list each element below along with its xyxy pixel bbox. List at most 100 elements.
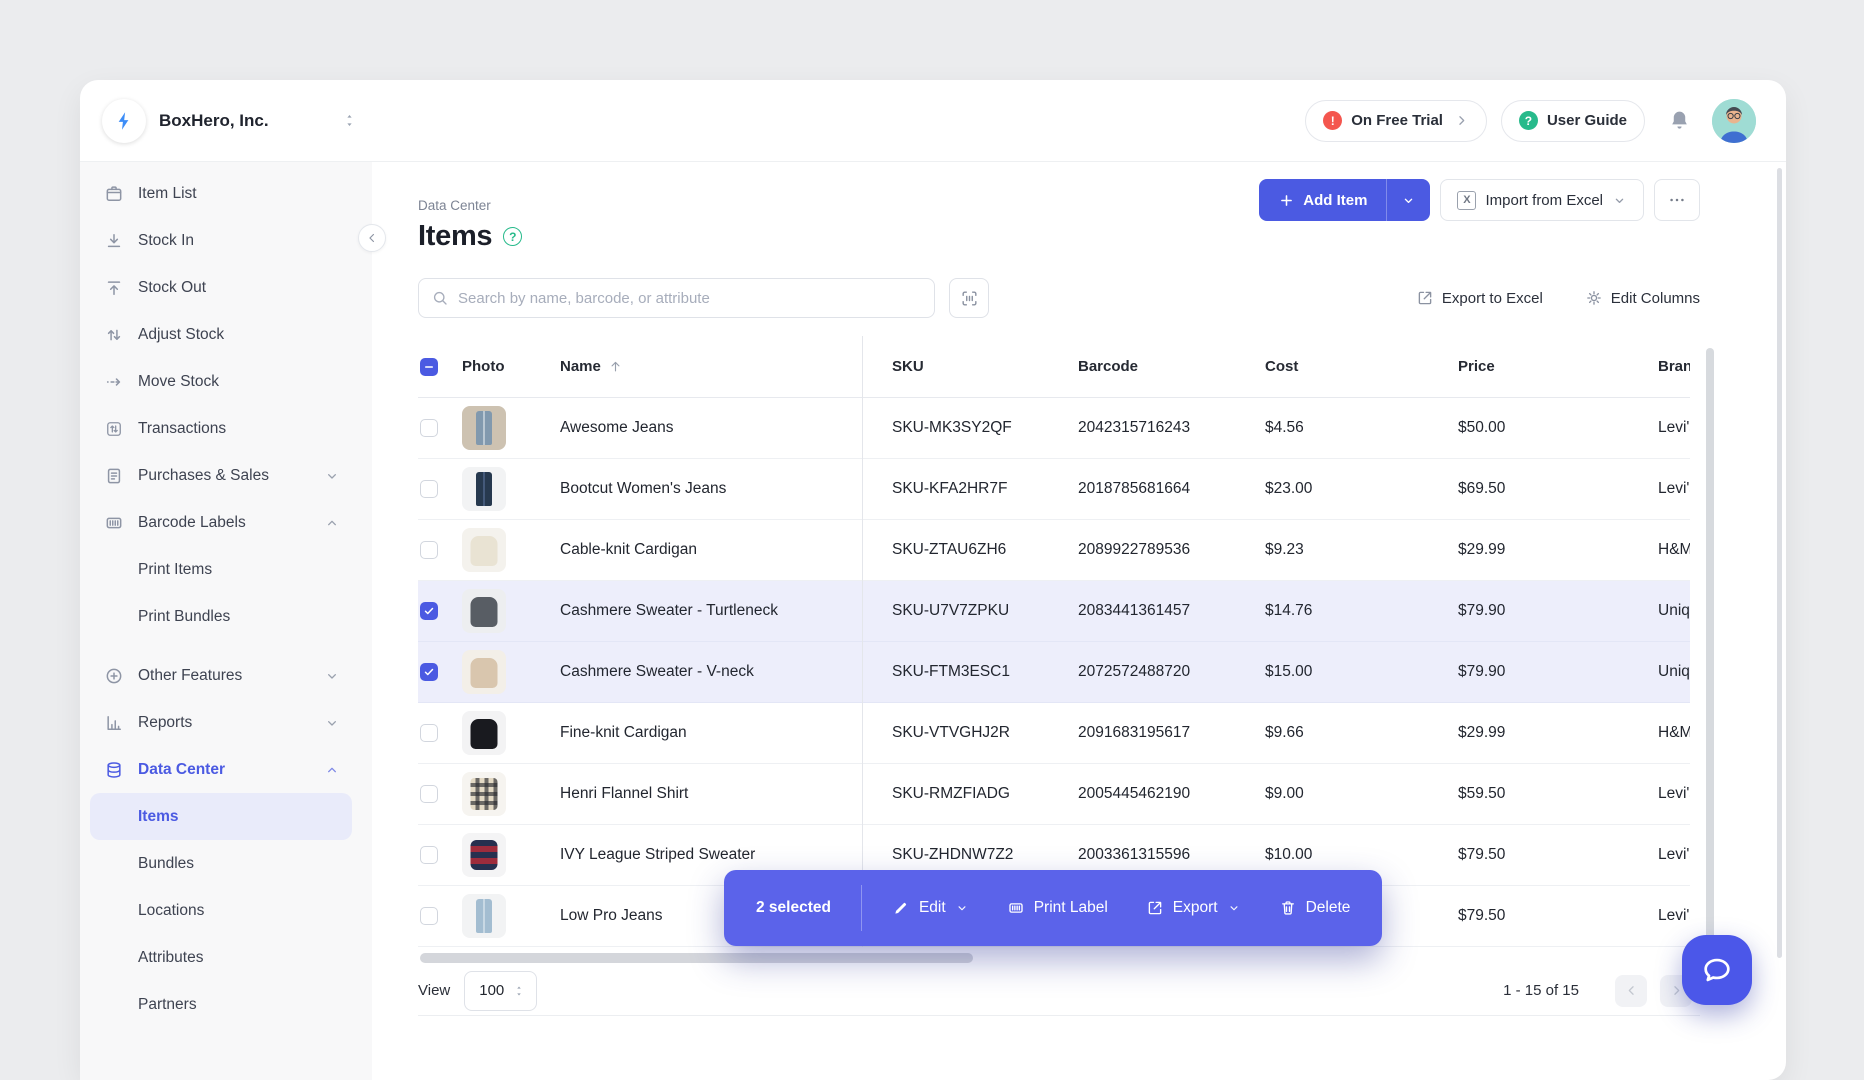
delete-button[interactable]: Delete — [1279, 899, 1351, 917]
row-checkbox[interactable] — [420, 663, 438, 681]
more-actions-button[interactable] — [1654, 179, 1700, 221]
free-trial-button[interactable]: ! On Free Trial — [1305, 100, 1487, 142]
minus-icon — [423, 361, 435, 373]
item-cost: $9.23 — [1265, 541, 1458, 559]
selection-action-bar: 2 selected Edit Print Label Export Delet… — [724, 870, 1382, 946]
table-row[interactable]: Bootcut Women's Jeans SKU-KFA2HR7F 20187… — [418, 459, 1690, 520]
row-checkbox[interactable] — [420, 602, 438, 620]
item-photo — [462, 833, 506, 877]
selected-count: 2 selected — [756, 899, 831, 917]
sidebar-item-partners[interactable]: Partners — [90, 981, 352, 1028]
page-size-select[interactable]: 100 — [464, 971, 537, 1011]
user-guide-button[interactable]: ? User Guide — [1501, 100, 1645, 142]
workspace-switcher-icon[interactable] — [341, 112, 358, 129]
barcode-scan-button[interactable] — [949, 278, 989, 318]
add-item-dropdown-button[interactable] — [1386, 179, 1430, 221]
chat-bubble-icon — [1700, 953, 1734, 987]
question-icon: ? — [1519, 111, 1538, 130]
edit-label: Edit — [919, 899, 946, 917]
item-brand: Levi's — [1658, 419, 1690, 437]
sidebar-collapse-button[interactable] — [358, 224, 386, 252]
item-price: $59.50 — [1458, 785, 1658, 803]
table-row[interactable]: Henri Flannel Shirt SKU-RMZFIADG 2005445… — [418, 764, 1690, 825]
previous-page-button[interactable] — [1615, 975, 1647, 1007]
table-row[interactable]: Cashmere Sweater - V-neck SKU-FTM3ESC1 2… — [418, 642, 1690, 703]
sidebar-item-purchases-sales[interactable]: Purchases & Sales — [90, 452, 352, 499]
row-checkbox[interactable] — [420, 785, 438, 803]
item-price: $69.50 — [1458, 480, 1658, 498]
item-cost: $9.66 — [1265, 724, 1458, 742]
app-window: BoxHero, Inc. ! On Free Trial ? User Gui… — [80, 80, 1786, 1080]
item-brand: Levi's — [1658, 785, 1690, 803]
sidebar-item-other-features[interactable]: Other Features — [90, 652, 352, 699]
adjust-stock-icon — [104, 325, 124, 345]
row-checkbox[interactable] — [420, 419, 438, 437]
sidebar-item-data-center[interactable]: Data Center — [90, 746, 352, 793]
row-checkbox[interactable] — [420, 541, 438, 559]
pagination-range: 1 - 15 of 15 — [1503, 982, 1579, 999]
item-barcode: 2042315716243 — [1078, 419, 1265, 437]
sidebar-item-barcode-labels[interactable]: Barcode Labels — [90, 499, 352, 546]
chevron-down-icon — [1227, 901, 1241, 915]
export-label: Export — [1173, 899, 1218, 917]
sidebar-item-items[interactable]: Items — [90, 793, 352, 840]
sidebar-item-print-bundles[interactable]: Print Bundles — [90, 593, 352, 640]
chevron-down-icon — [1612, 193, 1627, 208]
item-name: Awesome Jeans — [560, 419, 892, 437]
row-checkbox[interactable] — [420, 480, 438, 498]
column-header-name[interactable]: Name — [560, 358, 892, 375]
table-row[interactable]: Fine-knit Cardigan SKU-VTVGHJ2R 20916831… — [418, 703, 1690, 764]
column-header-price[interactable]: Price — [1458, 358, 1658, 375]
table-row[interactable]: Cable-knit Cardigan SKU-ZTAU6ZH6 2089922… — [418, 520, 1690, 581]
sidebar-item-bundles[interactable]: Bundles — [90, 840, 352, 887]
search-input[interactable] — [458, 290, 922, 307]
column-header-brand[interactable]: Brand — [1658, 358, 1690, 375]
spinner-arrows-icon — [512, 984, 526, 998]
stock-out-icon — [104, 278, 124, 298]
sidebar-item-locations[interactable]: Locations — [90, 887, 352, 934]
sidebar-item-attributes[interactable]: Attributes — [90, 934, 352, 981]
item-brand: Uniqlo — [1658, 663, 1690, 681]
sidebar-item-move-stock[interactable]: Move Stock — [90, 358, 352, 405]
item-sku: SKU-ZHDNW7Z2 — [892, 846, 1078, 864]
items-table: Photo Name SKU Barcode Cost Price Brand … — [418, 336, 1690, 947]
table-row[interactable]: Cashmere Sweater - Turtleneck SKU-U7V7ZP… — [418, 581, 1690, 642]
select-all-checkbox[interactable] — [420, 358, 438, 376]
item-price: $50.00 — [1458, 419, 1658, 437]
table-vertical-scrollbar[interactable] — [1706, 348, 1714, 958]
column-header-photo[interactable]: Photo — [462, 358, 560, 375]
help-icon[interactable]: ? — [503, 227, 522, 246]
chevron-left-icon — [365, 231, 379, 245]
row-checkbox[interactable] — [420, 846, 438, 864]
column-header-barcode[interactable]: Barcode — [1078, 358, 1265, 375]
item-cost: $4.56 — [1265, 419, 1458, 437]
export-button[interactable]: Export — [1146, 899, 1241, 917]
column-header-sku[interactable]: SKU — [892, 358, 1078, 375]
sidebar-item-reports[interactable]: Reports — [90, 699, 352, 746]
sidebar-item-stock-out[interactable]: Stock Out — [90, 264, 352, 311]
item-price: $29.99 — [1458, 541, 1658, 559]
print-label-button[interactable]: Print Label — [1007, 899, 1108, 917]
table-row[interactable]: Awesome Jeans SKU-MK3SY2QF 2042315716243… — [418, 398, 1690, 459]
column-header-cost[interactable]: Cost — [1265, 358, 1458, 375]
horizontal-scrollbar-thumb[interactable] — [420, 953, 973, 963]
item-brand: H&M — [1658, 724, 1690, 742]
chat-launcher[interactable] — [1682, 935, 1752, 1005]
sidebar-item-transactions[interactable]: Transactions — [90, 405, 352, 452]
edit-button[interactable]: Edit — [892, 899, 969, 917]
barcode-labels-icon — [104, 513, 124, 533]
user-avatar[interactable] — [1712, 99, 1756, 143]
row-checkbox[interactable] — [420, 724, 438, 742]
add-item-button[interactable]: Add Item — [1259, 179, 1386, 221]
import-from-excel-button[interactable]: X Import from Excel — [1440, 179, 1644, 221]
sidebar-item-adjust-stock[interactable]: Adjust Stock — [90, 311, 352, 358]
breadcrumb: Data Center — [418, 198, 522, 213]
sidebar-item-print-items[interactable]: Print Items — [90, 546, 352, 593]
sidebar-item-stock-in[interactable]: Stock In — [90, 217, 352, 264]
notifications-bell-icon[interactable] — [1667, 108, 1692, 133]
export-to-excel-button[interactable]: Export to Excel — [1416, 289, 1543, 307]
sidebar-item-item-list[interactable]: Item List — [90, 170, 352, 217]
edit-columns-button[interactable]: Edit Columns — [1585, 289, 1700, 307]
row-checkbox[interactable] — [420, 907, 438, 925]
sidebar-item-label: Reports — [138, 714, 192, 732]
